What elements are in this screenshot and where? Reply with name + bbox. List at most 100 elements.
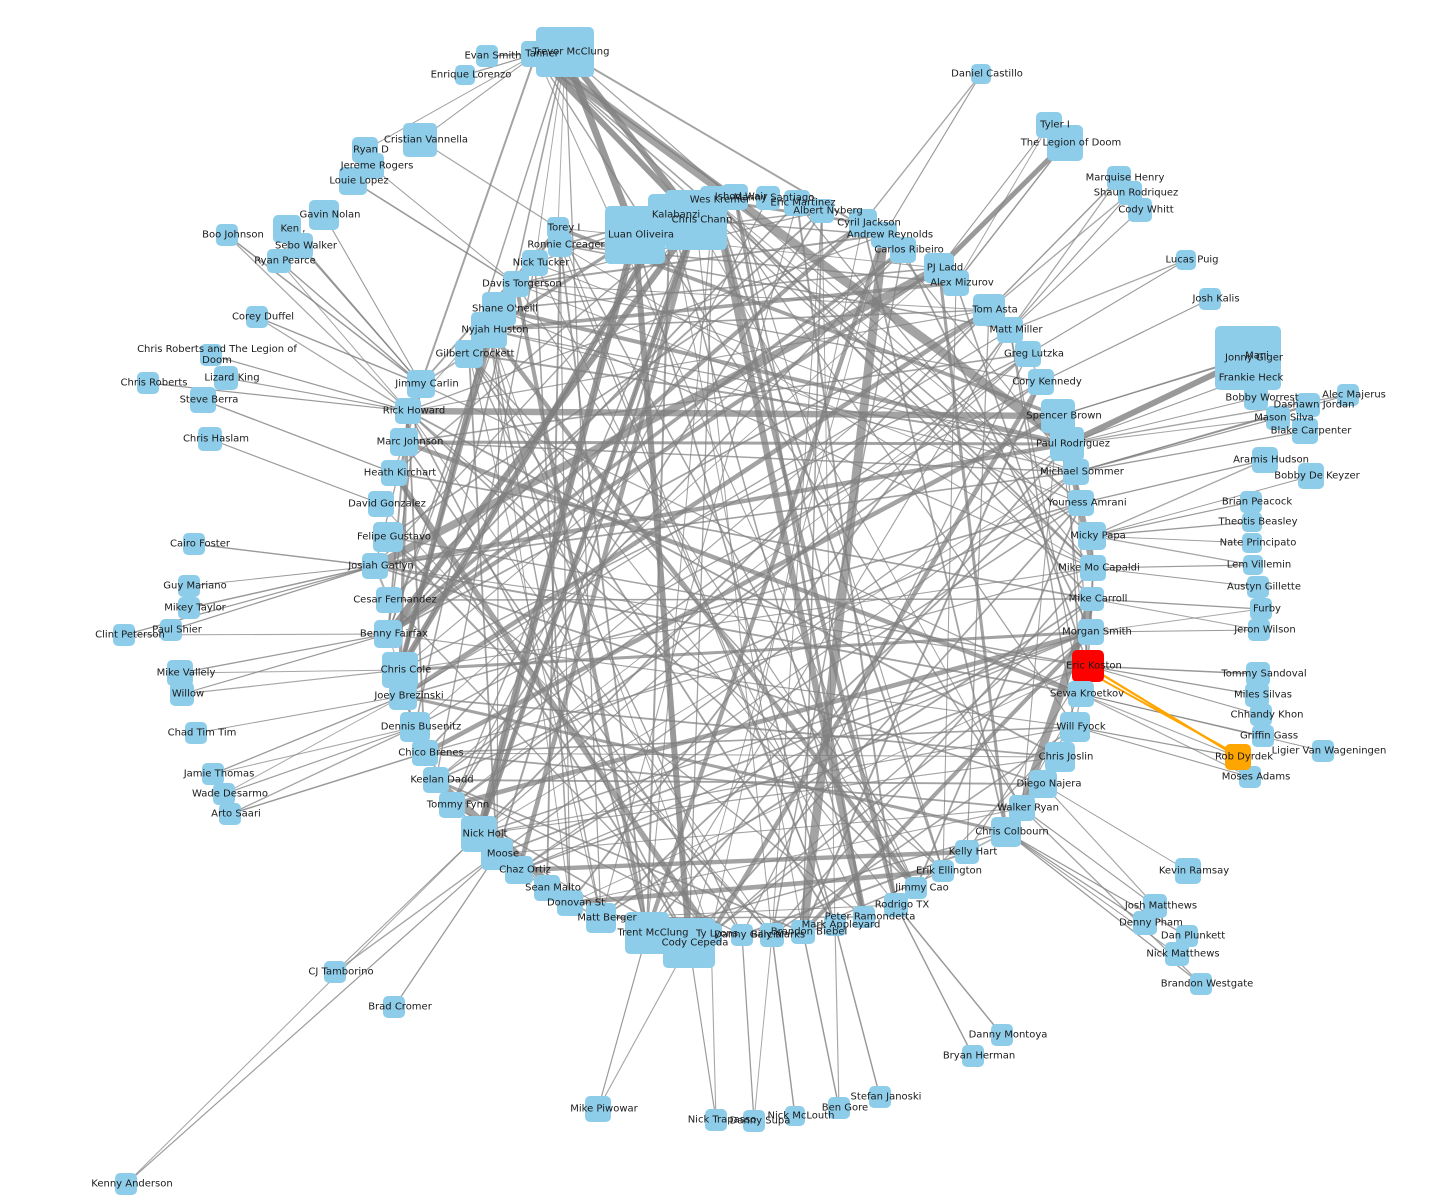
graph-node[interactable] xyxy=(455,340,483,368)
graph-node[interactable] xyxy=(219,803,241,825)
graph-node[interactable] xyxy=(1337,384,1359,406)
graph-node[interactable] xyxy=(784,190,810,216)
graph-node[interactable] xyxy=(115,1173,137,1195)
graph-node[interactable] xyxy=(476,45,498,67)
graph-node[interactable] xyxy=(407,370,435,398)
graph-node[interactable] xyxy=(395,398,421,424)
graph-node[interactable] xyxy=(890,237,916,263)
graph-node[interactable] xyxy=(962,1045,984,1067)
graph-node[interactable] xyxy=(648,194,692,236)
graph-node[interactable] xyxy=(178,575,200,597)
graph-node[interactable] xyxy=(1312,740,1334,762)
graph-node[interactable] xyxy=(1298,463,1324,489)
graph-node[interactable] xyxy=(991,817,1021,847)
graph-node[interactable] xyxy=(381,460,407,486)
graph-node[interactable] xyxy=(791,920,815,944)
graph-node[interactable] xyxy=(1080,587,1104,611)
graph-node[interactable] xyxy=(373,522,403,552)
graph-node[interactable] xyxy=(585,1096,611,1122)
graph-node[interactable] xyxy=(521,41,551,67)
graph-node[interactable] xyxy=(1242,512,1262,532)
graph-node[interactable] xyxy=(113,624,135,646)
graph-node[interactable] xyxy=(1252,447,1278,473)
graph-node[interactable] xyxy=(1245,683,1269,707)
graph-node[interactable] xyxy=(991,1024,1013,1046)
graph-node[interactable] xyxy=(1247,576,1269,598)
graph-node[interactable] xyxy=(160,619,182,641)
graph-node[interactable] xyxy=(1068,681,1094,707)
graph-node[interactable] xyxy=(1015,341,1041,367)
graph-node[interactable] xyxy=(1225,744,1251,770)
graph-node[interactable] xyxy=(1078,619,1104,645)
graph-node[interactable] xyxy=(198,427,222,451)
graph-node[interactable] xyxy=(1244,386,1268,410)
graph-node[interactable] xyxy=(586,903,616,933)
graph-node[interactable] xyxy=(374,620,402,648)
graph-node[interactable] xyxy=(1009,795,1035,821)
graph-node[interactable] xyxy=(1250,598,1272,620)
graph-node[interactable] xyxy=(400,712,430,742)
graph-node[interactable] xyxy=(339,167,367,195)
graph-node[interactable] xyxy=(455,65,475,85)
graph-node[interactable] xyxy=(362,553,388,579)
graph-node[interactable] xyxy=(216,224,238,246)
graph-node[interactable] xyxy=(1239,766,1261,788)
graph-node[interactable] xyxy=(557,890,583,916)
graph-node[interactable] xyxy=(324,961,346,983)
graph-node[interactable] xyxy=(1050,427,1084,461)
graph-node[interactable] xyxy=(200,344,222,366)
graph-node[interactable] xyxy=(390,428,418,456)
graph-node[interactable] xyxy=(423,767,449,793)
graph-node[interactable] xyxy=(185,722,207,744)
graph-node[interactable] xyxy=(1028,369,1054,395)
graph-node[interactable] xyxy=(183,533,205,555)
graph-node[interactable] xyxy=(1068,490,1094,516)
graph-node[interactable] xyxy=(1176,250,1196,270)
graph-node[interactable] xyxy=(178,597,200,619)
graph-node[interactable] xyxy=(137,372,159,394)
graph-node[interactable] xyxy=(190,387,216,413)
graph-node[interactable] xyxy=(1248,619,1270,641)
graph-node[interactable] xyxy=(705,1109,727,1131)
graph-node[interactable] xyxy=(1250,704,1272,726)
graph-node[interactable] xyxy=(997,317,1023,343)
graph-node[interactable] xyxy=(1243,555,1263,575)
graph-node[interactable] xyxy=(1190,973,1212,995)
graph-node[interactable] xyxy=(412,740,438,766)
graph-node[interactable] xyxy=(971,64,991,84)
graph-node[interactable] xyxy=(167,660,193,686)
graph-node[interactable] xyxy=(869,1086,891,1108)
graph-node[interactable] xyxy=(932,860,954,882)
graph-node[interactable] xyxy=(246,306,268,328)
graph-node[interactable] xyxy=(828,1097,850,1119)
graph-node[interactable] xyxy=(785,1106,805,1126)
graph-node[interactable] xyxy=(309,200,339,230)
graph-node[interactable] xyxy=(810,199,834,223)
graph-node[interactable] xyxy=(743,1110,765,1132)
graph-node[interactable] xyxy=(1063,459,1089,485)
graph-node[interactable] xyxy=(1176,925,1198,947)
graph-node[interactable] xyxy=(1045,742,1075,772)
graph-node[interactable] xyxy=(1060,712,1090,742)
graph-node[interactable] xyxy=(731,924,753,946)
graph-node[interactable] xyxy=(625,912,669,954)
graph-node[interactable] xyxy=(853,906,875,928)
graph-node[interactable] xyxy=(905,877,927,899)
graph-node[interactable] xyxy=(1143,894,1167,918)
graph-node[interactable] xyxy=(884,893,908,917)
graph-node[interactable] xyxy=(534,875,560,901)
graph-node[interactable] xyxy=(1292,418,1318,444)
graph-node[interactable] xyxy=(202,763,224,785)
graph-node[interactable] xyxy=(368,491,394,517)
graph-node[interactable] xyxy=(287,233,313,259)
graph-node[interactable] xyxy=(1296,393,1320,417)
graph-node[interactable] xyxy=(1175,858,1201,884)
graph-node[interactable] xyxy=(1266,406,1290,430)
graph-node[interactable] xyxy=(1199,288,1221,310)
graph-node[interactable] xyxy=(170,682,194,706)
graph-node[interactable] xyxy=(1078,522,1106,550)
graph-node[interactable] xyxy=(1252,725,1274,747)
graph-node[interactable] xyxy=(403,123,437,157)
graph-node[interactable] xyxy=(1128,198,1152,222)
graph-node[interactable] xyxy=(824,914,846,936)
